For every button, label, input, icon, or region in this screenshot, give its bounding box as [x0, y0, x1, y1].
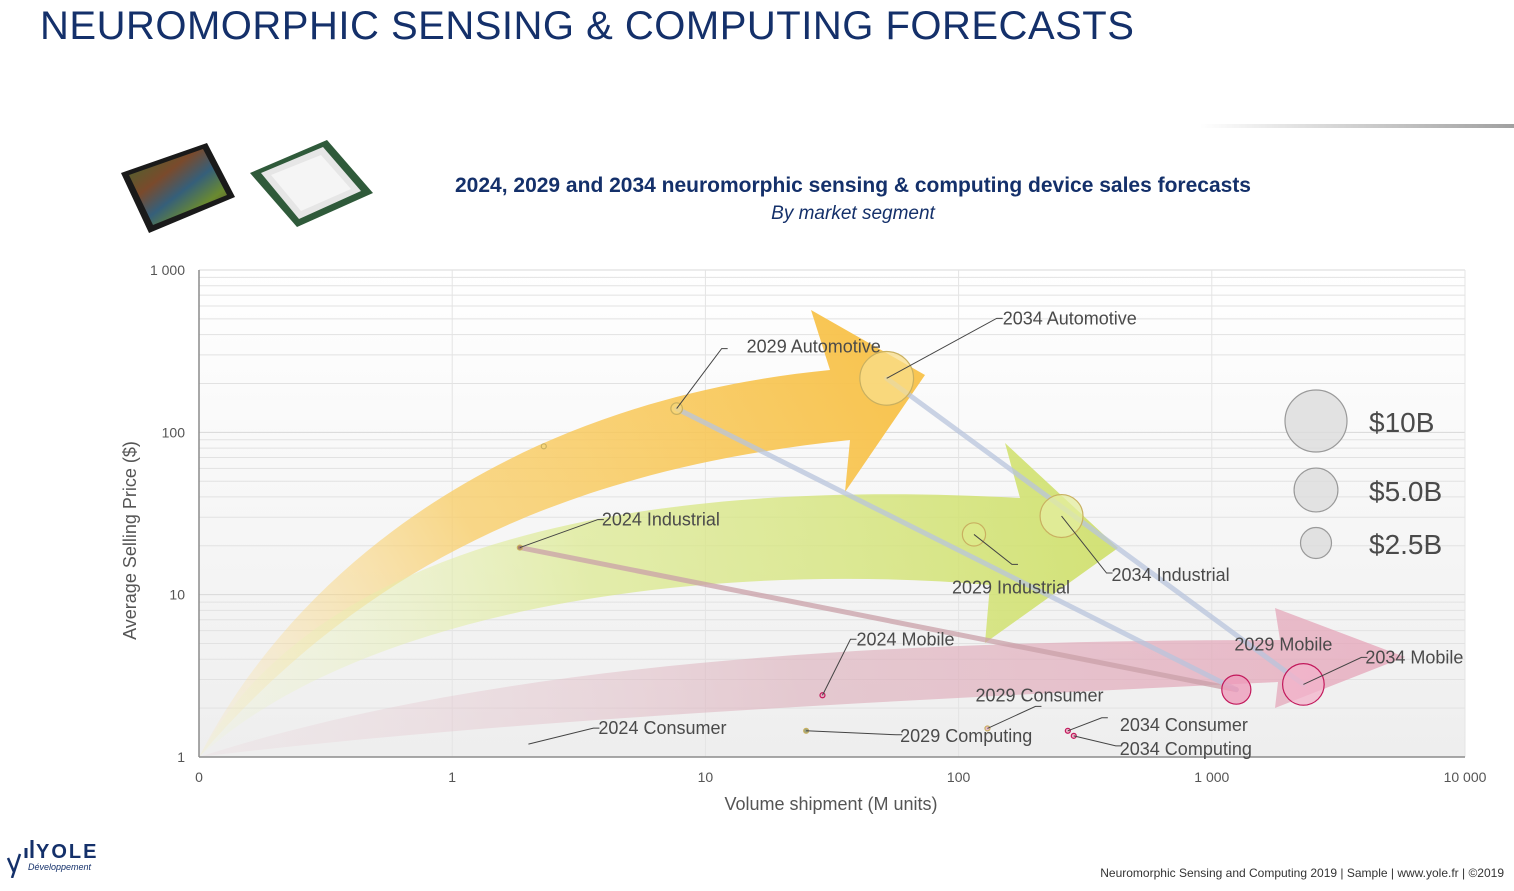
y-axis-label: Average Selling Price ($) — [120, 441, 140, 640]
y-tick-label: 1 — [177, 749, 185, 765]
point-label: 2024 Mobile — [856, 629, 954, 649]
point-label: 2034 Computing — [1120, 739, 1252, 759]
mobile-consumer-trend-arrow — [199, 608, 1405, 757]
point-label: 2034 Mobile — [1365, 647, 1463, 667]
x-tick-label: 1 000 — [1194, 769, 1229, 785]
y-tick-label: 10 — [169, 587, 185, 603]
leader-line — [519, 519, 604, 549]
bubble-2024-automotive — [540, 443, 547, 450]
leader-line — [987, 705, 1042, 729]
leader-line — [1067, 717, 1108, 732]
leader-line — [676, 348, 728, 409]
x-tick-label: 100 — [947, 769, 971, 785]
legend-bubble — [1293, 467, 1339, 513]
leader-line — [1303, 656, 1368, 685]
industrial-trend-arrow — [199, 443, 1118, 757]
point-label: 2029 Consumer — [975, 685, 1103, 705]
leader-line — [973, 534, 1018, 565]
svg-text:Développement: Développement — [28, 862, 92, 872]
x-tick-label: 0 — [195, 769, 203, 785]
footer-text: Neuromorphic Sensing and Computing 2019 … — [1100, 866, 1504, 880]
bubble-2029-mobile — [1221, 674, 1252, 705]
title-accent-line — [1200, 124, 1514, 128]
bubble-2034-mobile — [1281, 663, 1325, 706]
legend-label: $5.0B — [1369, 476, 1442, 507]
image-sensor-icon — [121, 143, 235, 233]
x-tick-label: 10 000 — [1444, 769, 1487, 785]
point-label: 2029 Computing — [900, 726, 1032, 746]
legend-bubble — [1284, 389, 1348, 453]
chart-title: 2024, 2029 and 2034 neuromorphic sensing… — [455, 174, 1251, 197]
leader-line — [806, 730, 903, 736]
automotive-trend-arrow — [199, 310, 925, 757]
x-tick-label: 1 — [448, 769, 456, 785]
leader-line — [528, 727, 600, 745]
y-tick-label: 1 000 — [150, 262, 185, 278]
point-label: 2034 Industrial — [1112, 565, 1230, 585]
product-images — [121, 140, 373, 233]
point-label: 2024 Industrial — [602, 510, 720, 530]
leader-line — [822, 638, 857, 696]
point-label: 2034 Consumer — [1120, 715, 1248, 735]
slide-title: NEUROMORPHIC SENSING & COMPUTING FORECAS… — [40, 4, 1135, 48]
legend-label: $10B — [1369, 407, 1434, 438]
point-label: 2029 Automotive — [747, 337, 881, 357]
point-label: 2034 Automotive — [1003, 308, 1137, 328]
leader-line — [1061, 515, 1113, 574]
y-tick-label: 100 — [162, 424, 186, 440]
legend-bubble — [1299, 526, 1333, 560]
processor-chip-icon — [250, 140, 373, 227]
yole-logo: YOLE Développement — [6, 840, 98, 878]
legend-label: $2.5B — [1369, 529, 1442, 560]
trend-line-automotive — [674, 406, 1239, 693]
x-axis-label: Volume shipment (M units) — [724, 794, 937, 814]
point-label: 2024 Consumer — [598, 718, 726, 738]
svg-text:YOLE: YOLE — [36, 841, 98, 863]
trend-line-industrial — [517, 545, 1239, 693]
leader-line — [886, 317, 1003, 379]
trend-line-automotive — [884, 375, 1306, 687]
x-tick-label: 10 — [698, 769, 714, 785]
point-label: 2029 Industrial — [952, 577, 1070, 597]
chart-subtitle: By market segment — [771, 203, 935, 224]
leader-line — [1073, 735, 1122, 747]
point-label: 2029 Mobile — [1234, 635, 1332, 655]
